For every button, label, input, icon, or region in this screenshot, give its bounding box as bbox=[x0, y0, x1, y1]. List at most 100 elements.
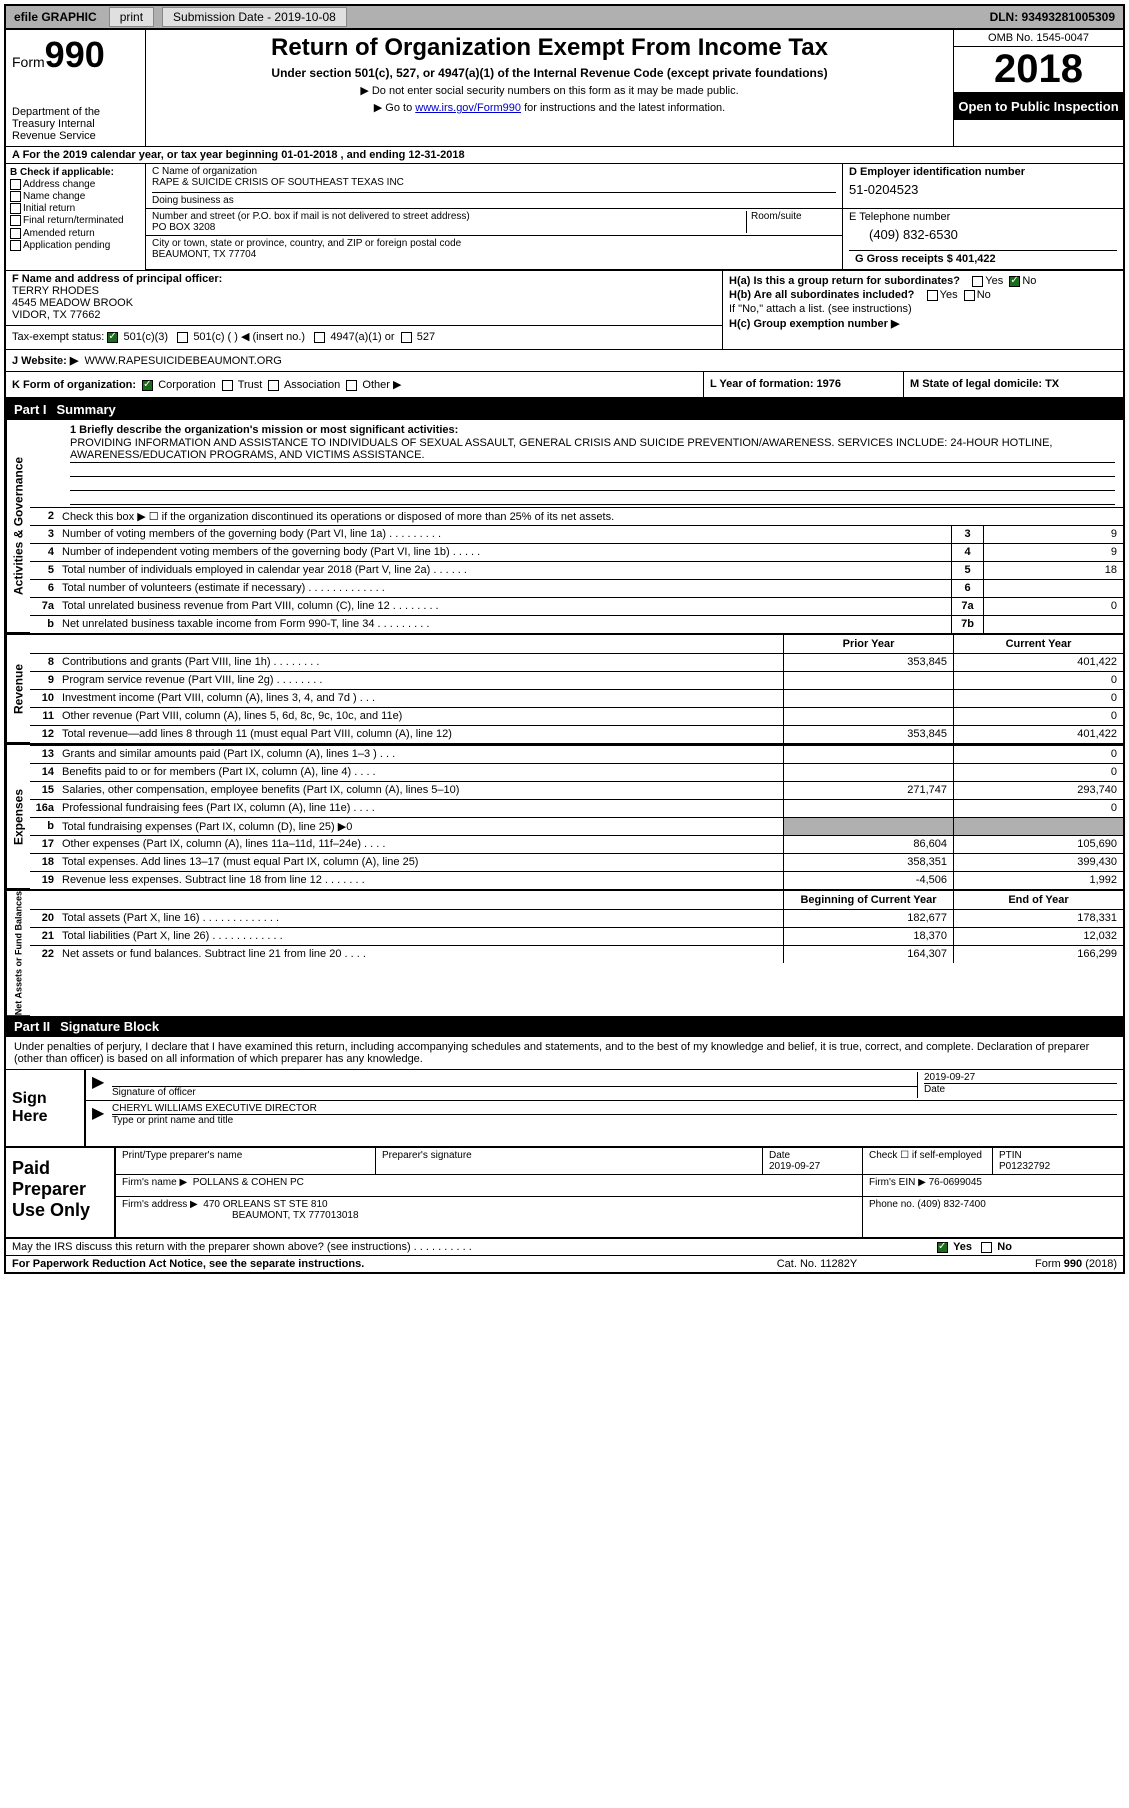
firm-ein-label: Firm's EIN ▶ bbox=[869, 1177, 926, 1188]
prep-self-emp: Check ☐ if self-employed bbox=[863, 1148, 993, 1174]
current-value: 0 bbox=[953, 800, 1123, 817]
net-header-row: Beginning of Current Year End of Year bbox=[30, 891, 1123, 909]
cb-other[interactable] bbox=[346, 380, 357, 391]
row-a-text: A For the 2019 calendar year, or tax yea… bbox=[12, 149, 465, 161]
prior-value bbox=[783, 764, 953, 781]
prior-value: 18,370 bbox=[783, 928, 953, 945]
prep-sig-h: Preparer's signature bbox=[376, 1148, 763, 1174]
line-value: 18 bbox=[983, 562, 1123, 579]
omb-number: OMB No. 1545-0047 bbox=[954, 30, 1123, 47]
block-l: L Year of formation: 1976 bbox=[703, 372, 903, 397]
cb-ha-no[interactable] bbox=[1009, 276, 1020, 287]
current-value: 12,032 bbox=[953, 928, 1123, 945]
header-center: Return of Organization Exempt From Incom… bbox=[146, 30, 953, 146]
line-num: 20 bbox=[30, 910, 58, 927]
block-b: B Check if applicable: Address change Na… bbox=[6, 164, 146, 270]
line-value bbox=[983, 616, 1123, 633]
cb-527[interactable] bbox=[401, 332, 412, 343]
prior-value: -4,506 bbox=[783, 872, 953, 889]
cb-501c3[interactable] bbox=[107, 332, 118, 343]
cb-amended[interactable]: Amended return bbox=[10, 228, 141, 239]
block-e: E Telephone number (409) 832-6530 G Gros… bbox=[843, 209, 1123, 269]
cb-initial-return[interactable]: Initial return bbox=[10, 203, 141, 214]
signature-line: ▶ Signature of officer 2019-09-27 Date bbox=[86, 1070, 1123, 1101]
line-desc: Total fundraising expenses (Part IX, col… bbox=[58, 818, 783, 835]
sig-date: 2019-09-27 bbox=[924, 1072, 1117, 1083]
table-row: bTotal fundraising expenses (Part IX, co… bbox=[30, 817, 1123, 835]
cb-final-return[interactable]: Final return/terminated bbox=[10, 215, 141, 226]
line-desc: Total expenses. Add lines 13–17 (must eq… bbox=[58, 854, 783, 871]
prior-value bbox=[783, 672, 953, 689]
line-box: 3 bbox=[951, 526, 983, 543]
table-row: bNet unrelated business taxable income f… bbox=[30, 615, 1123, 633]
block-b-title: B Check if applicable: bbox=[10, 167, 114, 178]
line-desc: Number of independent voting members of … bbox=[58, 544, 951, 561]
blocks-f-h: F Name and address of principal officer:… bbox=[6, 271, 1123, 350]
net-side-label: Net Assets or Fund Balances bbox=[6, 891, 30, 1016]
prior-value bbox=[783, 818, 953, 835]
table-row: 6Total number of volunteers (estimate if… bbox=[30, 579, 1123, 597]
perjury-text: Under penalties of perjury, I declare th… bbox=[6, 1037, 1123, 1069]
cb-name-change[interactable]: Name change bbox=[10, 191, 141, 202]
table-row: 5Total number of individuals employed in… bbox=[30, 561, 1123, 579]
activities-side-label: Activities & Governance bbox=[6, 420, 30, 633]
line-desc: Other revenue (Part VIII, column (A), li… bbox=[58, 708, 783, 725]
cb-discuss-yes[interactable] bbox=[937, 1242, 948, 1253]
cb-discuss-no[interactable] bbox=[981, 1242, 992, 1253]
tax-exempt-label: Tax-exempt status: bbox=[12, 331, 104, 343]
table-row: 21Total liabilities (Part X, line 26) . … bbox=[30, 927, 1123, 945]
table-row: 13Grants and similar amounts paid (Part … bbox=[30, 745, 1123, 763]
sig-label: Signature of officer bbox=[112, 1086, 917, 1098]
part2-label: Part II bbox=[14, 1019, 60, 1034]
sign-here-label: Sign Here bbox=[6, 1070, 86, 1146]
cb-4947[interactable] bbox=[314, 332, 325, 343]
prior-year-header: Prior Year bbox=[783, 635, 953, 653]
form-subtitle: Under section 501(c), 527, or 4947(a)(1)… bbox=[156, 66, 943, 80]
block-g: G Gross receipts $ 401,422 bbox=[849, 250, 1117, 267]
cb-assoc[interactable] bbox=[268, 380, 279, 391]
current-value: 401,422 bbox=[953, 726, 1123, 743]
prep-name-h: Print/Type preparer's name bbox=[116, 1148, 376, 1174]
line-num: 8 bbox=[30, 654, 58, 671]
begin-year-header: Beginning of Current Year bbox=[783, 891, 953, 909]
prep-ptin: PTIN P01232792 bbox=[993, 1148, 1123, 1174]
table-row: 14Benefits paid to or for members (Part … bbox=[30, 763, 1123, 781]
cb-ha-yes[interactable] bbox=[972, 276, 983, 287]
current-value: 399,430 bbox=[953, 854, 1123, 871]
print-button[interactable]: print bbox=[109, 7, 154, 27]
officer-addr1: 4545 MEADOW BROOK bbox=[12, 297, 716, 309]
website-row: J Website: ▶ WWW.RAPESUICIDEBEAUMONT.ORG bbox=[6, 350, 1123, 372]
firm-addr2: BEAUMONT, TX 777013018 bbox=[232, 1210, 856, 1221]
line-num: 5 bbox=[30, 562, 58, 579]
line-box: 4 bbox=[951, 544, 983, 561]
prior-value bbox=[783, 708, 953, 725]
prior-value bbox=[783, 690, 953, 707]
activities-section: Activities & Governance 1 Briefly descri… bbox=[6, 420, 1123, 633]
block-k: K Form of organization: Corporation Trus… bbox=[6, 372, 703, 397]
prior-value: 353,845 bbox=[783, 726, 953, 743]
line-desc: Other expenses (Part IX, column (A), lin… bbox=[58, 836, 783, 853]
cb-trust[interactable] bbox=[222, 380, 233, 391]
ein-value: 51-0204523 bbox=[849, 182, 1117, 197]
current-value: 1,992 bbox=[953, 872, 1123, 889]
cb-501c[interactable] bbox=[177, 332, 188, 343]
form-number: Form990 bbox=[12, 34, 139, 76]
line-value bbox=[983, 580, 1123, 597]
table-row: 15Salaries, other compensation, employee… bbox=[30, 781, 1123, 799]
cb-hb-yes[interactable] bbox=[927, 290, 938, 301]
name-line: ▶ CHERYL WILLIAMS EXECUTIVE DIRECTOR Typ… bbox=[86, 1101, 1123, 1128]
hb-line: H(b) Are all subordinates included? Yes … bbox=[729, 289, 1117, 301]
firm-addr1: 470 ORLEANS ST STE 810 bbox=[203, 1199, 327, 1210]
table-row: 20Total assets (Part X, line 16) . . . .… bbox=[30, 909, 1123, 927]
website-label: J Website: ▶ bbox=[12, 355, 78, 367]
cb-corp[interactable] bbox=[142, 380, 153, 391]
city-label: City or town, state or province, country… bbox=[152, 238, 836, 249]
cb-address-change[interactable]: Address change bbox=[10, 179, 141, 190]
line-desc: Investment income (Part VIII, column (A)… bbox=[58, 690, 783, 707]
line-value: 9 bbox=[983, 544, 1123, 561]
current-value: 0 bbox=[953, 708, 1123, 725]
cb-hb-no[interactable] bbox=[964, 290, 975, 301]
irs-link[interactable]: www.irs.gov/Form990 bbox=[415, 102, 521, 114]
firm-phone-label: Phone no. bbox=[869, 1199, 915, 1210]
cb-app-pending[interactable]: Application pending bbox=[10, 240, 141, 251]
